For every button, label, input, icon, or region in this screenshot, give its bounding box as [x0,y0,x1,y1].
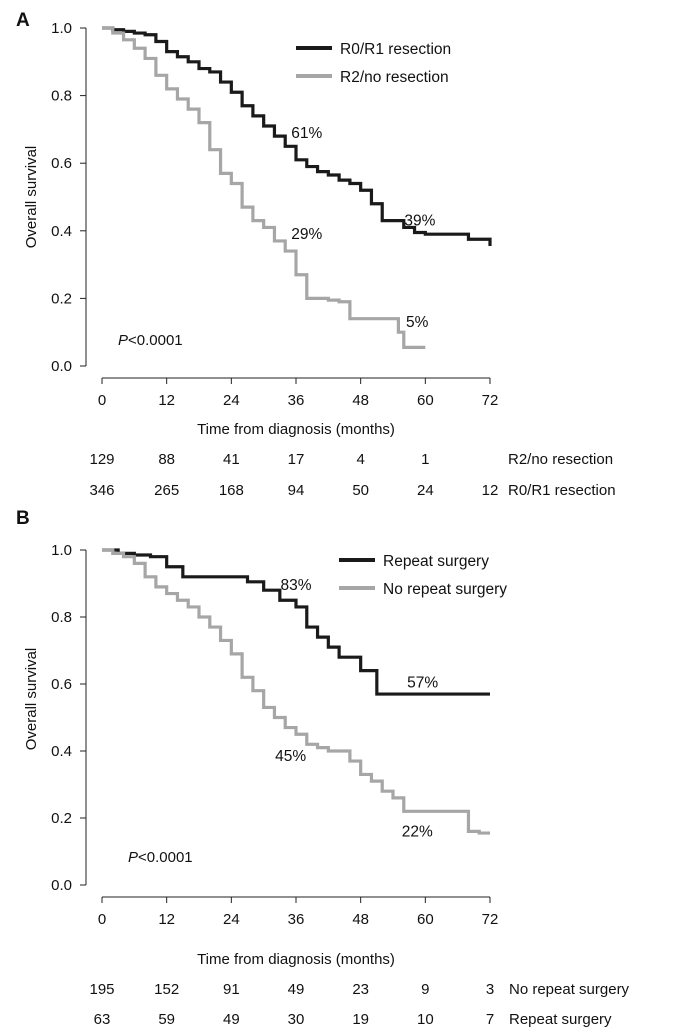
panel-b-risk-count: 63 [94,1011,111,1028]
panel-b-x-tick-label: 12 [158,911,175,928]
panel-b-risk-row-label: Repeat surgery [509,1011,612,1028]
panel-b-plot-area: 0.0 0.2 0.4 0.6 0.8 1.0 0 12 24 36 48 60 72 Repeat su… [51,542,507,928]
panel-b-legend-label: No repeat surgery [383,581,507,598]
panel-a-y-tick-label: 0.6 [51,155,72,172]
panel-a-risk-count: 41 [223,451,240,468]
panel-b-y-tick-label: 0.0 [51,877,72,894]
panel-b-x-tick-label: 0 [98,911,106,928]
panel-a-y-tick-label: 0.4 [51,223,72,240]
panel-b-risk-count: 30 [288,1011,305,1028]
panel-a-risk-count: 4 [356,451,364,468]
panel-b-y-axis-label: Overall survival [23,648,40,751]
panel-a-p-value: P<0.0001 [118,332,183,349]
panel-b-risk-count: 59 [158,1011,175,1028]
panel-b-risk-count: 10 [417,1011,434,1028]
panel-b: B Overall survival Time from diagnosis (… [16,508,630,1028]
panel-a-risk-count: 12 [482,482,499,499]
panel-b-risk-row-label: No repeat surgery [509,981,630,998]
panel-b-risk-count: 23 [352,981,369,998]
panel-b-series-secondary-line [102,548,490,835]
panel-b-legend-label: Repeat surgery [383,553,489,570]
panel-a-x-tick-label: 48 [352,392,369,409]
panel-b-risk-count: 152 [154,981,179,998]
panel-a-risk-count: 24 [417,482,434,499]
panel-a-x-tick-label: 0 [98,392,106,409]
panel-a-legend-label: R0/R1 resection [340,41,451,58]
panel-a-letter: A [16,10,30,31]
panel-b-data-label: 22% [402,823,433,840]
panel-b-x-axis-label: Time from diagnosis (months) [197,951,395,968]
panel-a-data-label: 5% [406,314,429,331]
panel-a-x-tick-label: 24 [223,392,240,409]
panel-b-x-tick-label: 36 [288,911,305,928]
panel-a-series-primary-line [102,26,492,247]
panel-a-series-secondary-line [102,26,426,350]
panel-a-risk-row-label: R2/no resection [508,451,613,468]
panel-b-risk-count: 49 [223,1011,240,1028]
panel-b-y-tick-label: 1.0 [51,542,72,559]
panel-b-risk-count: 7 [486,1011,494,1028]
panel-b-risk-count: 91 [223,981,240,998]
panel-b-risk-count: 3 [486,981,494,998]
panel-a-risk-count: 265 [154,482,179,499]
panel-a-y-tick-label: 0.8 [51,88,72,105]
panel-a: A Overall survival Time from diagnosis (… [16,10,616,499]
panel-a-risk-count: 88 [158,451,175,468]
panel-b-x-tick-label: 48 [352,911,369,928]
panel-b-y-tick-label: 0.4 [51,743,72,760]
panel-a-x-axis-label: Time from diagnosis (months) [197,421,395,438]
panel-b-risk-count: 49 [288,981,305,998]
panel-a-risk-count: 129 [89,451,114,468]
panel-b-p-value: P<0.0001 [128,849,193,866]
panel-a-x-tick-label: 36 [288,392,305,409]
panel-a-plot-area: 0.0 0.2 0.4 0.6 0.8 1.0 0 12 24 36 48 60 72 R0/R1 res… [51,20,498,409]
panel-b-y-tick-label: 0.6 [51,676,72,693]
panel-a-data-label: 39% [404,213,435,230]
panel-a-data-label: 29% [291,226,322,243]
panel-a-y-tick-label: 1.0 [51,20,72,37]
panel-b-data-label: 45% [275,748,306,765]
panel-a-risk-count: 94 [288,482,305,499]
panel-b-risk-count: 195 [89,981,114,998]
panel-a-risk-count: 346 [89,482,114,499]
panel-a-x-tick-label: 60 [417,392,434,409]
panel-b-letter: B [16,508,30,529]
panel-a-data-label: 61% [291,125,322,142]
panel-b-y-tick-label: 0.2 [51,810,72,827]
panel-a-risk-count: 17 [288,451,305,468]
panel-b-y-tick-label: 0.8 [51,609,72,626]
panel-a-y-axis-label: Overall survival [23,146,40,249]
panel-b-x-tick-label: 24 [223,911,240,928]
panel-b-series-primary-line [102,548,490,696]
panel-b-x-tick-label: 60 [417,911,434,928]
panel-b-data-label: 57% [407,674,438,691]
panel-a-legend-label: R2/no resection [340,69,449,86]
panel-a-x-tick-label: 12 [158,392,175,409]
panel-a-y-tick-label: 0.0 [51,358,72,375]
panel-b-risk-count: 19 [352,1011,369,1028]
panel-b-data-label: 83% [280,577,311,594]
panel-a-y-tick-label: 0.2 [51,290,72,307]
panel-a-risk-count: 50 [352,482,369,499]
panel-b-risk-count: 9 [421,981,429,998]
panel-b-x-tick-label: 72 [482,911,499,928]
panel-a-risk-count: 168 [219,482,244,499]
panel-a-risk-row-label: R0/R1 resection [508,482,616,499]
panel-a-x-tick-label: 72 [482,392,499,409]
panel-b-risk-table: 195 152 91 49 23 9 3 No repeat surgery 63 59 49 30 1… [89,981,629,1028]
panel-a-risk-count: 1 [421,451,429,468]
